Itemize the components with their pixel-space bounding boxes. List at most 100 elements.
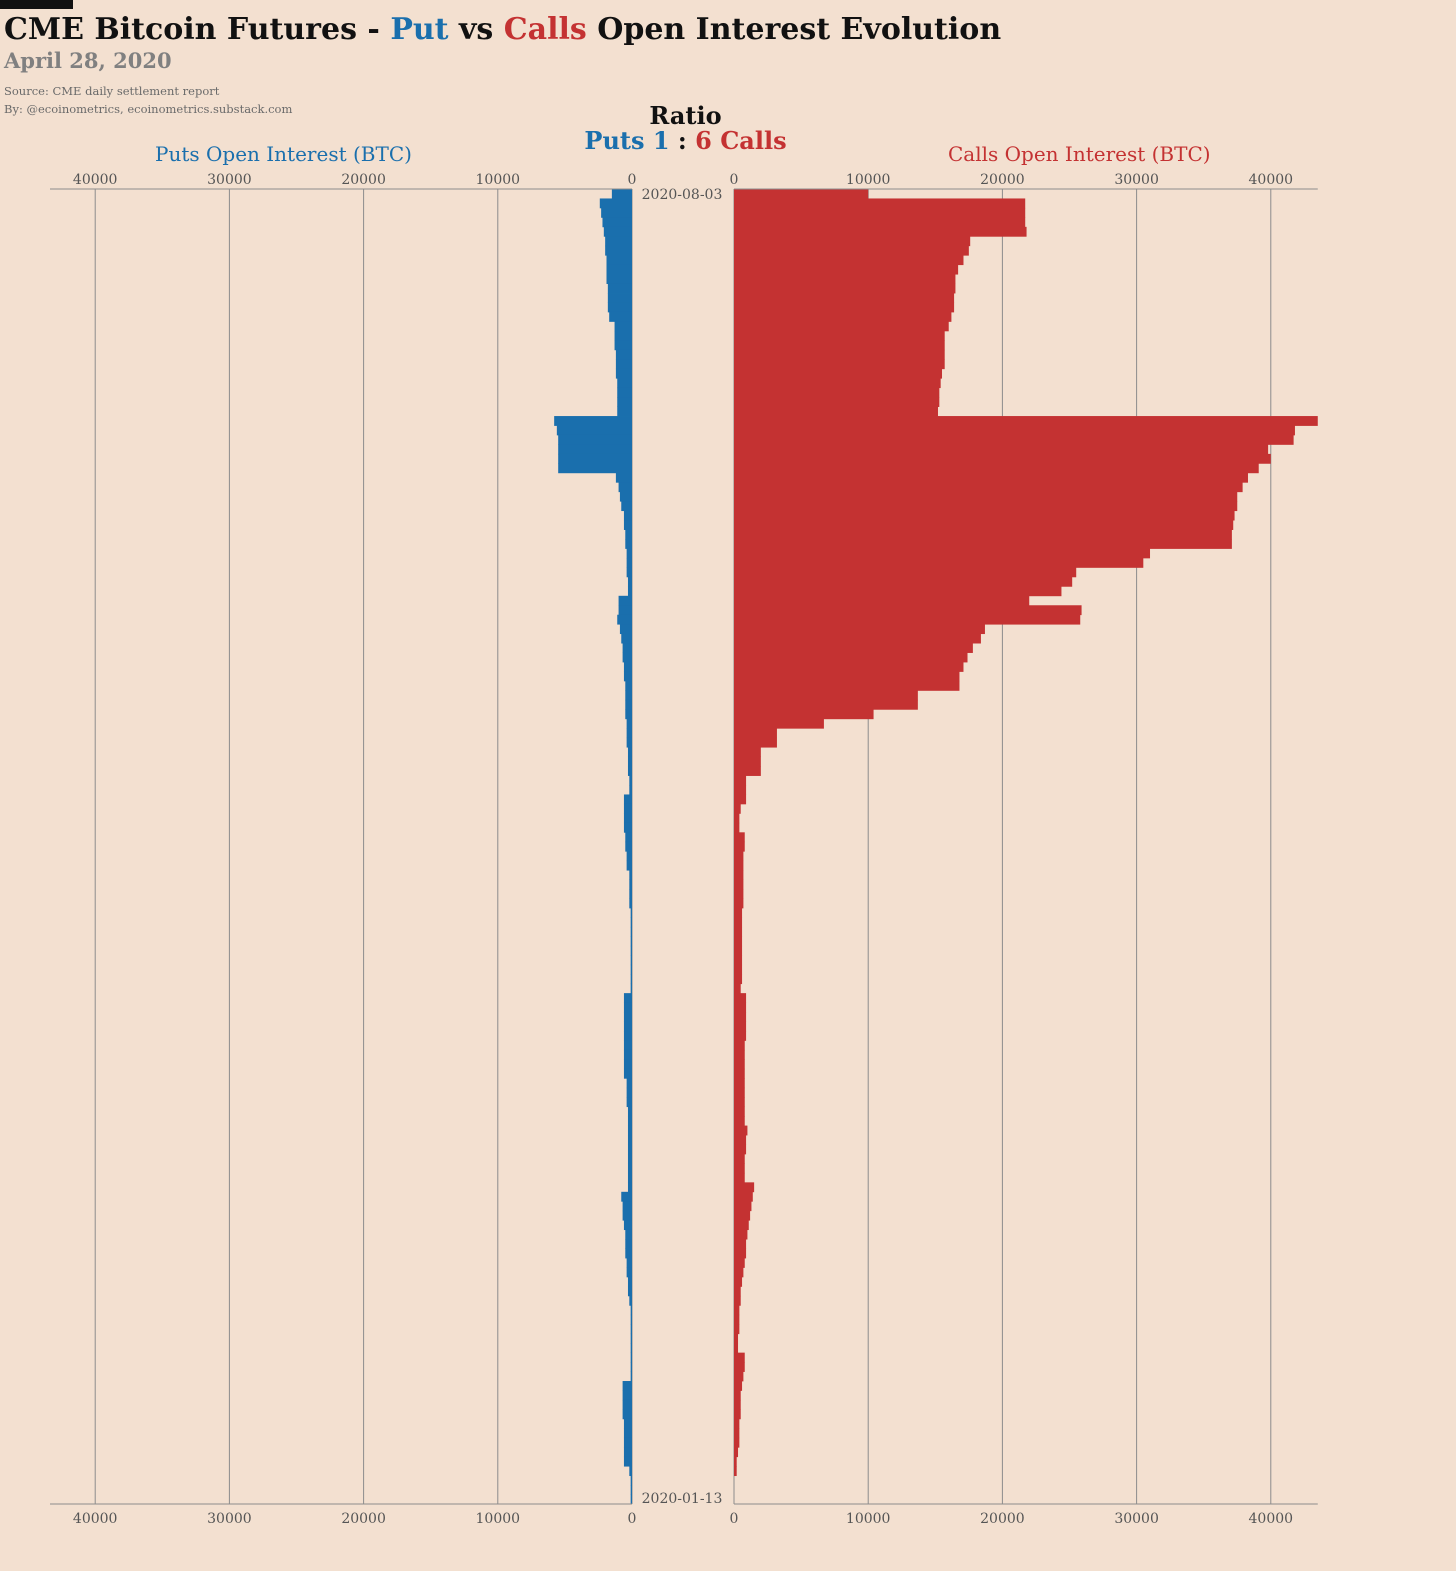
calls-bar	[734, 378, 941, 389]
calls-bar	[734, 1390, 741, 1401]
puts-bar	[619, 491, 632, 502]
puts-bar	[626, 851, 632, 862]
calls-bar	[734, 207, 1026, 218]
puts-bar	[630, 964, 632, 975]
calls-bar	[734, 785, 747, 795]
calls-tick-label-top: 30000	[1114, 172, 1159, 188]
puts-bar	[627, 1153, 632, 1164]
puts-bar	[614, 321, 632, 332]
puts-bar	[625, 832, 632, 843]
ratio-separator: :	[669, 126, 696, 155]
calls-bar	[734, 1106, 745, 1117]
puts-tick-label-bottom: 0	[628, 1511, 637, 1527]
puts-bar	[606, 255, 632, 266]
calls-bar	[734, 1040, 745, 1051]
puts-bar	[622, 1399, 632, 1410]
calls-bar	[734, 889, 744, 899]
puts-bar	[622, 643, 632, 653]
calls-bar	[734, 264, 959, 275]
calls-bar	[734, 255, 964, 266]
calls-bar	[734, 595, 1030, 606]
calls-bar	[734, 1030, 747, 1041]
puts-bar	[623, 993, 632, 1003]
calls-bar	[734, 718, 824, 729]
calls-bar	[734, 557, 1144, 568]
calls-bar	[734, 945, 743, 956]
calls-bar	[734, 1125, 748, 1136]
calls-bar	[734, 870, 744, 881]
puts-bar	[626, 718, 632, 729]
puts-bar	[617, 378, 632, 389]
calls-bar	[734, 1343, 739, 1354]
puts-bar	[629, 879, 632, 890]
calls-bar	[734, 1049, 745, 1060]
puts-bar	[629, 870, 632, 881]
puts-bar	[630, 945, 632, 956]
calls-bar	[734, 1201, 752, 1212]
puts-bar	[558, 463, 632, 474]
puts-bar	[623, 520, 632, 530]
calls-tick-label-top: 20000	[980, 172, 1025, 188]
puts-bar	[630, 1352, 632, 1363]
calls-bar	[734, 501, 1238, 512]
calls-bar	[734, 907, 743, 918]
calls-bar	[734, 1324, 740, 1335]
calls-bar	[734, 756, 761, 767]
puts-bar	[630, 974, 632, 985]
calls-bar	[734, 1163, 745, 1174]
calls-bar	[734, 425, 1295, 436]
puts-bar	[630, 1305, 632, 1316]
puts-bar	[626, 548, 632, 559]
calls-bar	[734, 1418, 740, 1429]
calls-bar	[734, 302, 955, 313]
puts-bar	[625, 529, 632, 540]
calls-bar	[734, 926, 743, 937]
puts-bar	[627, 576, 632, 587]
puts-bar	[630, 926, 632, 937]
puts-bar	[623, 1030, 632, 1041]
calls-bar	[734, 1144, 747, 1155]
calls-bar	[734, 1305, 740, 1316]
puts-bar	[617, 406, 632, 417]
calls-bar	[734, 463, 1259, 474]
axes: 0 0 0 0 10000 10000 10000 10000 20000 20000 20000 2…	[50, 172, 1318, 1527]
calls-bar	[734, 444, 1269, 455]
puts-bar	[621, 633, 632, 644]
calls-bar	[734, 709, 874, 720]
calls-tick-label-bottom: 30000	[1114, 1511, 1159, 1527]
puts-bar	[623, 1040, 632, 1051]
puts-bar	[619, 624, 632, 635]
calls-bar	[734, 1314, 740, 1325]
calls-bar	[734, 1220, 749, 1231]
puts-bar	[630, 1324, 632, 1335]
puts-tick-label-top: 20000	[341, 172, 386, 188]
first-date-label: 2020-08-03	[642, 187, 723, 203]
puts-bar	[627, 747, 632, 758]
calls-bar	[734, 983, 741, 994]
puts-bar	[621, 501, 632, 512]
calls-bar	[734, 737, 777, 748]
puts-bar	[606, 264, 632, 275]
puts-bar	[627, 1144, 632, 1155]
puts-bar	[630, 917, 632, 928]
puts-bar	[601, 207, 632, 218]
puts-bar	[623, 794, 632, 805]
puts-bar	[630, 936, 632, 947]
calls-bar	[734, 283, 956, 294]
byline-note: By: @ecoinometrics, ecoinometrics.substa…	[4, 102, 293, 116]
calls-bar	[734, 1153, 745, 1164]
puts-bar	[623, 671, 632, 682]
calls-bar	[734, 1012, 747, 1022]
puts-bar	[629, 1295, 632, 1306]
puts-bar	[618, 605, 632, 616]
puts-bar	[623, 1220, 632, 1231]
calls-bar	[734, 1371, 744, 1382]
puts-bar	[556, 425, 632, 436]
calls-bar	[734, 614, 1081, 625]
puts-bar	[623, 813, 632, 824]
puts-bar	[622, 652, 632, 663]
puts-bar	[609, 311, 632, 322]
puts-bar	[602, 217, 632, 228]
puts-bar	[629, 775, 632, 786]
puts-bar	[623, 1002, 632, 1013]
